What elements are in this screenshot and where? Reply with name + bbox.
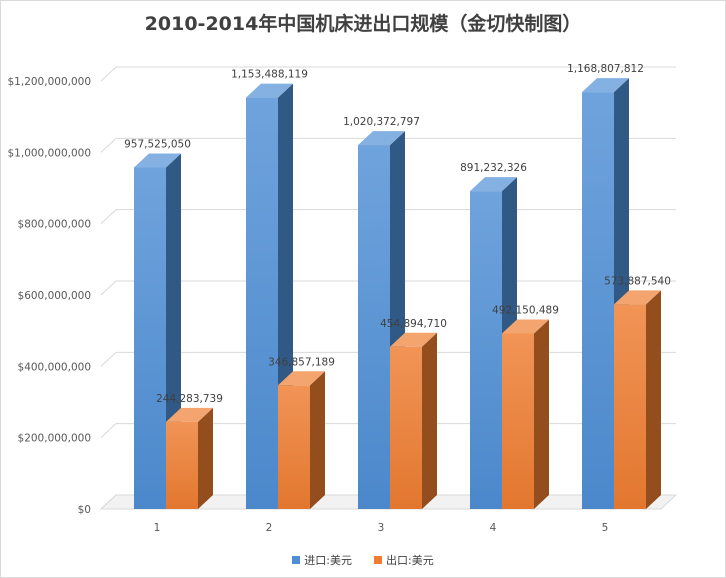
bar-export-top	[502, 319, 549, 334]
y-tick-label: $600,000,000	[18, 290, 91, 302]
chart-title: 2010-2014年中国机床进出口规模（金切快制图）	[144, 13, 582, 35]
y-tick-label: $1,200,000,000	[8, 76, 92, 88]
bar-export-side	[422, 332, 437, 509]
plot-area: $0 $200,000,000 $400,000,000 $600,000,000 $8…	[8, 63, 678, 534]
bar-export	[502, 333, 534, 509]
data-label: 957,525,050	[124, 138, 191, 150]
bar-export-side	[310, 371, 325, 509]
bar-export	[390, 346, 422, 509]
x-tick-label: 4	[490, 522, 497, 534]
data-label: 573,887,540	[604, 275, 671, 287]
data-label: 1,153,488,119	[231, 69, 308, 81]
legend-label-import: 进口:美元	[304, 554, 352, 567]
bar-import	[358, 145, 390, 510]
data-label: 492,150,489	[492, 304, 559, 316]
bar-import	[470, 191, 502, 509]
y-tick-label: $800,000,000	[18, 219, 91, 231]
bar-export-top	[390, 332, 437, 347]
legend-swatch-import	[292, 556, 301, 564]
legend-label-export: 出口:美元	[386, 554, 434, 567]
legend-item-export: 出口:美元	[374, 552, 434, 568]
bar-export	[278, 385, 310, 509]
x-tick-label: 3	[378, 522, 385, 534]
data-label: 244,283,739	[156, 393, 223, 405]
x-tick-label: 1	[154, 522, 161, 534]
bar-export-top	[614, 290, 661, 305]
gridline	[100, 137, 676, 153]
bar-export	[614, 304, 646, 509]
legend: 进口:美元 出口:美元	[1, 552, 725, 568]
x-tick-label: 2	[266, 522, 273, 534]
x-tick-label: 5	[602, 522, 609, 534]
bar-export	[166, 421, 198, 509]
y-tick-label: $200,000,000	[18, 433, 91, 445]
data-label: 891,232,326	[460, 162, 527, 174]
bar-import	[582, 92, 614, 509]
data-label: 1,168,807,812	[567, 63, 644, 75]
y-tick-label: $1,000,000,000	[8, 147, 92, 159]
data-label: 1,020,372,797	[343, 116, 420, 128]
legend-item-import: 进口:美元	[292, 552, 352, 568]
bar-export-top	[278, 371, 325, 386]
y-tick-label: $0	[78, 504, 91, 516]
bar-import	[246, 97, 278, 510]
bar-import-top	[470, 177, 517, 192]
data-label: 346,857,189	[268, 356, 335, 368]
bar-export-side	[646, 290, 661, 509]
data-label: 454,894,710	[380, 318, 447, 330]
bar-import-top	[134, 153, 181, 168]
bar-import-top	[358, 131, 405, 146]
bar-import	[134, 167, 166, 509]
bar-export-side	[534, 319, 549, 509]
bar-import-top	[582, 78, 629, 93]
y-tick-label: $400,000,000	[18, 361, 91, 373]
legend-swatch-export	[374, 556, 382, 564]
bar-export-top	[166, 407, 213, 422]
bar-export-side	[198, 407, 213, 509]
bar-import-top	[246, 83, 293, 98]
gridline	[100, 66, 676, 82]
